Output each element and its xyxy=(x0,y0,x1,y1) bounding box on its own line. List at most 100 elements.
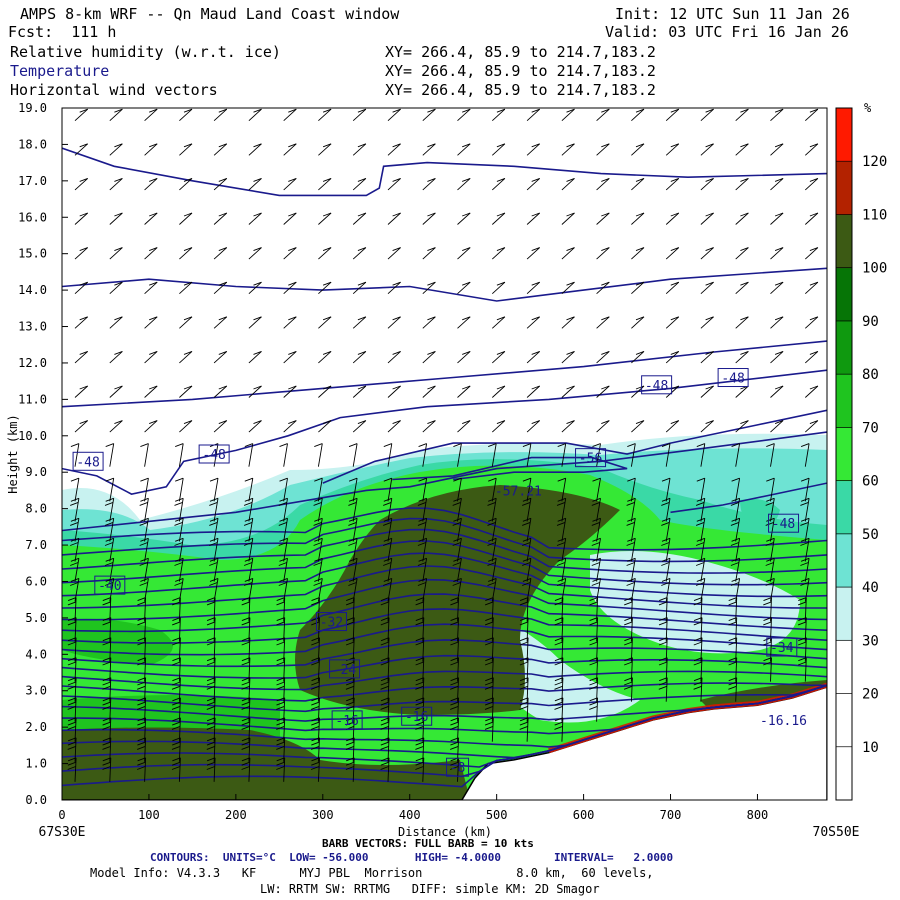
colorbar-level: 50 xyxy=(862,527,879,543)
contour-label: -48 xyxy=(768,513,800,533)
colorbar-bin xyxy=(836,320,852,375)
svg-text:-16: -16 xyxy=(335,714,358,729)
field-3-name: Horizontal wind vectors xyxy=(10,81,218,99)
colorbar-bin xyxy=(836,480,852,535)
plot-frame xyxy=(61,107,828,801)
svg-text:-16.16: -16.16 xyxy=(760,714,807,729)
svg-text:-48: -48 xyxy=(76,455,99,470)
forecast-hour: Fcst: 111 h xyxy=(8,23,117,41)
wind-barbs xyxy=(67,108,819,782)
x-tick-label: 0 xyxy=(58,808,65,822)
colorbar-bin xyxy=(836,746,852,801)
y-tick-label: 10.0 xyxy=(18,429,47,443)
y-tick-label: 3.0 xyxy=(25,684,47,698)
contour-label: -8 xyxy=(446,757,470,777)
contour-info: CONTOURS: UNITS=°C LOW= -56.000 HIGH= -4… xyxy=(150,851,674,864)
contour-labels: -48 -48 -56 -57.21 -48 -48 -48 -40 -32 -34 -24 -16 -… xyxy=(72,368,807,777)
colorbar-level: 120 xyxy=(862,154,887,170)
contour-label: -32 xyxy=(315,612,347,632)
colorbar-level: 20 xyxy=(862,687,879,703)
y-tick-label: 1.0 xyxy=(25,757,47,771)
svg-text:-8: -8 xyxy=(450,761,466,776)
svg-text:-48: -48 xyxy=(721,372,744,387)
svg-text:-16: -16 xyxy=(405,710,428,725)
x-tick-label: 700 xyxy=(660,808,682,822)
y-tick-label: 5.0 xyxy=(25,611,47,625)
colorbar: 10 20 30 40 50 60 70 80 90 100 110 120 xyxy=(835,107,887,801)
colorbar-bin xyxy=(836,533,852,588)
colorbar-bin xyxy=(836,267,852,322)
y-tick-label: 19.0 xyxy=(18,101,47,115)
y-tick-label: 11.0 xyxy=(18,392,47,406)
svg-text:-34: -34 xyxy=(770,641,794,656)
svg-text:-48: -48 xyxy=(772,517,795,532)
contour-label: -48 xyxy=(641,375,673,395)
colorbar-level: 100 xyxy=(862,261,887,277)
x-left-endpoint: 67S30E xyxy=(39,825,86,840)
contour-label: -16 xyxy=(401,706,433,726)
x-tick-label: 200 xyxy=(225,808,247,822)
y-tick-label: 14.0 xyxy=(18,283,47,297)
x-axis: 0 100 200 300 400 500 600 700 800 xyxy=(58,794,768,822)
x-right-endpoint: 70S50E xyxy=(813,825,860,840)
colorbar-level: 30 xyxy=(862,633,879,649)
colorbar-bin xyxy=(836,640,852,694)
svg-text:-24: -24 xyxy=(333,663,357,678)
contour-label: -34 xyxy=(766,637,798,657)
colorbar-level: 40 xyxy=(862,580,879,596)
colorbar-level: 60 xyxy=(862,474,879,490)
colorbar-bin xyxy=(836,161,852,215)
y-tick-label: 16.0 xyxy=(18,210,47,224)
colorbar-bin xyxy=(836,214,852,269)
y-tick-label: 0.0 xyxy=(25,793,47,807)
svg-text:-56: -56 xyxy=(579,452,602,467)
x-tick-label: 500 xyxy=(486,808,508,822)
colorbar-bin xyxy=(836,427,852,482)
svg-text:-48: -48 xyxy=(645,379,668,394)
y-tick-label: 6.0 xyxy=(25,574,47,588)
contour-label: -16.16 xyxy=(760,714,807,729)
field-1-xy: XY= 266.4, 85.9 to 214.7,183.2 xyxy=(385,43,656,61)
field-3-xy: XY= 266.4, 85.9 to 214.7,183.2 xyxy=(385,81,656,99)
colorbar-unit: % xyxy=(864,101,872,115)
y-tick-label: 2.0 xyxy=(25,720,47,734)
contour-label: -48 xyxy=(198,444,230,464)
contour-label: -56 xyxy=(575,448,607,468)
barb-note: BARB VECTORS: FULL BARB = 10 kts xyxy=(322,837,534,850)
y-tick-label: 15.0 xyxy=(18,247,47,261)
physics-info: LW: RRTM SW: RRTMG DIFF: simple KM: 2D S… xyxy=(260,882,600,896)
y-axis-label: Height (km) xyxy=(6,414,20,493)
init-time: Init: 12 UTC Sun 11 Jan 26 xyxy=(615,5,850,23)
colorbar-bin xyxy=(836,587,852,641)
y-tick-label: 4.0 xyxy=(25,647,47,661)
contour-label: -24 xyxy=(329,659,361,679)
x-tick-label: 600 xyxy=(573,808,595,822)
y-tick-label: 7.0 xyxy=(25,538,47,552)
colorbar-level: 90 xyxy=(862,314,879,330)
y-tick-label: 13.0 xyxy=(18,320,47,334)
y-axis: 0.0 1.0 2.0 3.0 4.0 5.0 6.0 7.0 8.0 9.0 10.0 11.0 12… xyxy=(18,101,68,807)
chart-title: AMPS 8-km WRF -- Qn Maud Land Coast wind… xyxy=(20,5,400,23)
x-axis-label: Distance (km) xyxy=(398,825,492,839)
colorbar-bin xyxy=(836,374,852,428)
svg-text:-40: -40 xyxy=(98,579,121,594)
y-tick-label: 8.0 xyxy=(25,502,47,516)
y-tick-label: 9.0 xyxy=(25,465,47,479)
x-tick-label: 400 xyxy=(399,808,421,822)
colorbar-bin xyxy=(836,108,852,162)
valid-time: Valid: 03 UTC Fri 16 Jan 26 xyxy=(605,23,849,41)
x-tick-label: 300 xyxy=(312,808,334,822)
colorbar-level: 70 xyxy=(862,420,879,436)
colorbar-bin xyxy=(836,693,852,748)
x-tick-label: 800 xyxy=(747,808,769,822)
temperature-contours xyxy=(62,147,827,788)
x-tick-label: 100 xyxy=(138,808,160,822)
svg-text:-57.21: -57.21 xyxy=(495,484,542,499)
y-tick-label: 12.0 xyxy=(18,356,47,370)
field-1-name: Relative humidity (w.r.t. ice) xyxy=(10,43,281,61)
field-2-xy: XY= 266.4, 85.9 to 214.7,183.2 xyxy=(385,62,656,80)
y-tick-label: 18.0 xyxy=(18,137,47,151)
colorbar-level: 10 xyxy=(862,740,879,756)
colorbar-level: 110 xyxy=(862,207,887,223)
